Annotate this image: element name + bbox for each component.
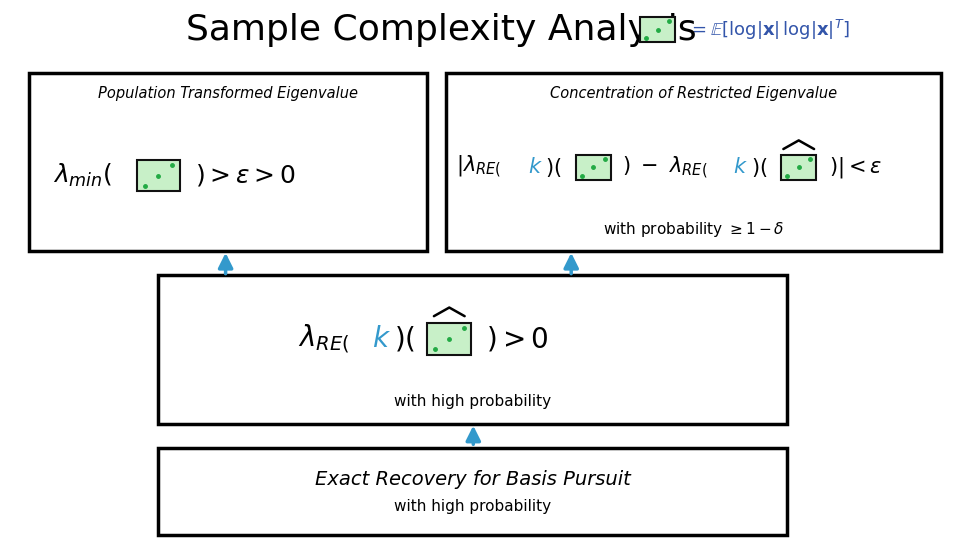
Bar <box>137 160 180 191</box>
Text: $k$: $k$ <box>733 157 748 178</box>
Text: $)| < \epsilon$: $)| < \epsilon$ <box>829 155 883 180</box>
Text: $\lambda_{RE(}$: $\lambda_{RE(}$ <box>298 322 349 355</box>
Text: $\lambda_{min}($: $\lambda_{min}($ <box>53 162 112 189</box>
Text: $= \mathbb{E}[\log|\mathbf{x}|\, \log|\mathbf{x}|^T]$: $= \mathbb{E}[\log|\mathbf{x}|\, \log|\m… <box>688 18 851 42</box>
Bar <box>29 73 427 251</box>
Text: $)(\ $: $)(\ $ <box>545 156 562 179</box>
Text: with high probability: with high probability <box>395 394 551 409</box>
Bar <box>640 17 675 42</box>
Text: $)(\ $: $)(\ $ <box>751 156 767 179</box>
Text: $) > 0$: $) > 0$ <box>486 325 548 353</box>
Text: $k$: $k$ <box>372 325 392 353</box>
Bar <box>427 323 471 355</box>
Text: with probability $\geq 1 - \delta$: with probability $\geq 1 - \delta$ <box>603 220 784 239</box>
Text: with high probability: with high probability <box>395 499 551 514</box>
Bar <box>781 155 816 180</box>
Bar <box>576 155 611 180</box>
Text: $)(\ $: $)(\ $ <box>394 325 415 353</box>
Text: Concentration of Restricted Eigenvalue: Concentration of Restricted Eigenvalue <box>550 86 837 102</box>
Bar <box>446 73 941 251</box>
Text: Exact Recovery for Basis Pursuit: Exact Recovery for Basis Pursuit <box>315 470 631 489</box>
Text: $) > \epsilon > 0$: $) > \epsilon > 0$ <box>195 163 296 188</box>
Text: $k$: $k$ <box>528 157 542 178</box>
Bar <box>158 448 787 535</box>
Text: $|\lambda_{RE(}$: $|\lambda_{RE(}$ <box>456 154 501 180</box>
Bar <box>158 275 787 424</box>
Text: Sample Complexity Analysis: Sample Complexity Analysis <box>186 13 697 46</box>
Text: Population Transformed Eigenvalue: Population Transformed Eigenvalue <box>98 86 358 102</box>
Text: $)\ -\ \lambda_{RE(}$: $)\ -\ \lambda_{RE(}$ <box>622 154 708 181</box>
